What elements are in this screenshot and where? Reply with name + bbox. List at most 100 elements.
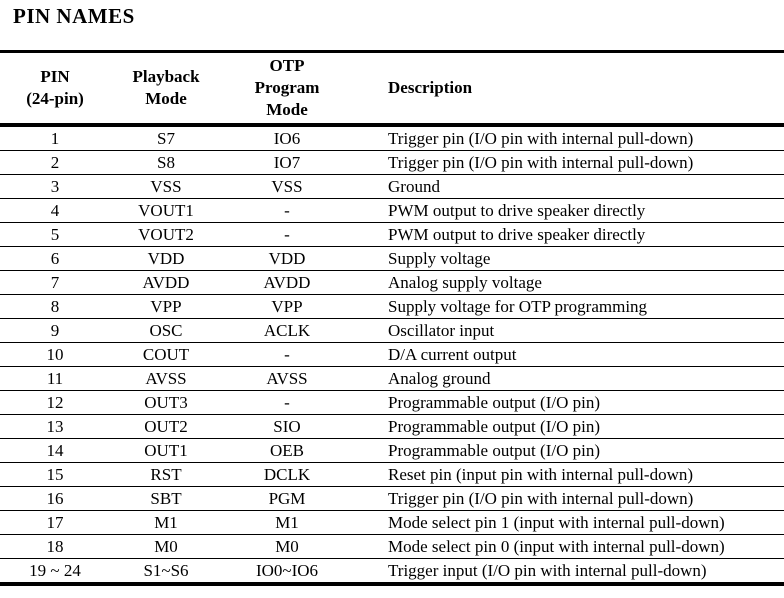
cell-description: Supply voltage xyxy=(352,246,784,271)
cell-playback-mode: VDD xyxy=(110,246,222,271)
cell-pin-number: 19 ~ 24 xyxy=(0,558,110,584)
table-header: PIN (24-pin) Playback Mode OTP Program M… xyxy=(0,51,784,127)
cell-otp-program-mode: AVSS xyxy=(222,366,352,391)
pin-names-table: PIN (24-pin) Playback Mode OTP Program M… xyxy=(0,50,784,586)
cell-description: Ground xyxy=(352,174,784,199)
cell-playback-mode: S8 xyxy=(110,150,222,175)
table-row: 8 VPP VPP Supply voltage for OTP program… xyxy=(0,294,784,319)
table-row: 9 OSC ACLK Oscillator input xyxy=(0,318,784,343)
cell-otp-program-mode: VDD xyxy=(222,246,352,271)
table-row: 2 S8 IO7 Trigger pin (I/O pin with inter… xyxy=(0,150,784,175)
cell-playback-mode: VOUT1 xyxy=(110,198,222,223)
cell-description: Programmable output (I/O pin) xyxy=(352,438,784,463)
cell-otp-program-mode: VPP xyxy=(222,294,352,319)
header-row: PIN (24-pin) Playback Mode OTP Program M… xyxy=(0,51,784,127)
cell-playback-mode: S1~S6 xyxy=(110,558,222,584)
cell-pin-number: 1 xyxy=(50,129,60,148)
cell-pin-number: 4 xyxy=(0,198,110,223)
table-row: 11 AVSS AVSS Analog ground xyxy=(0,366,784,391)
cell-otp-program-mode: - xyxy=(222,198,352,223)
cell-description: Trigger pin (I/O pin with internal pull-… xyxy=(352,486,784,511)
cell-pin-number: 12 xyxy=(0,390,110,415)
cell-playback-mode: RST xyxy=(110,462,222,487)
page-title: PIN NAMES xyxy=(13,4,135,28)
cell-playback-mode: AVSS xyxy=(110,366,222,391)
cell-description: Mode select pin 1 (input with internal p… xyxy=(352,510,784,535)
col-header-pin: PIN (24-pin) xyxy=(0,51,110,127)
cell-pin-number: 14 xyxy=(0,438,110,463)
cell-description: PWM output to drive speaker directly xyxy=(352,198,784,223)
cell-playback-mode: OUT1 xyxy=(110,438,222,463)
table-row: 15 RST DCLK Reset pin (input pin with in… xyxy=(0,462,784,487)
cell-otp-program-mode: SIO xyxy=(222,414,352,439)
table-body: 1 S7 IO6 Trigger pin (I/O pin with inter… xyxy=(0,125,784,584)
cell-description: Analog supply voltage xyxy=(352,270,784,295)
cell-otp-program-mode: VSS xyxy=(222,174,352,199)
cell-otp-program-mode: PGM xyxy=(222,486,352,511)
cell-playback-mode: AVDD xyxy=(110,270,222,295)
table-row: 10 COUT - D/A current output xyxy=(0,342,784,367)
cell-pin-number: 7 xyxy=(0,270,110,295)
table-row: 14 OUT1 OEB Programmable output (I/O pin… xyxy=(0,438,784,463)
cell-playback-mode: S7 xyxy=(157,129,175,148)
cell-otp-program-mode: - xyxy=(222,390,352,415)
cell-description: Programmable output (I/O pin) xyxy=(352,414,784,439)
cell-otp-program-mode: IO7 xyxy=(222,150,352,175)
cell-otp-program-mode: M0 xyxy=(222,534,352,559)
table-row: 13 OUT2 SIO Programmable output (I/O pin… xyxy=(0,414,784,439)
table-row: 1 S7 IO6 Trigger pin (I/O pin with inter… xyxy=(0,125,784,151)
cell-pin-number: 11 xyxy=(0,366,110,391)
cell-pin-number: 9 xyxy=(0,318,110,343)
cell-playback-mode: VOUT2 xyxy=(110,222,222,247)
cell-pin-number: 5 xyxy=(0,222,110,247)
cell-pin-number: 2 xyxy=(0,150,110,175)
table-row: 3 VSS VSS Ground xyxy=(0,174,784,199)
table-row: 5 VOUT2 - PWM output to drive speaker di… xyxy=(0,222,784,247)
cell-playback-mode: OUT3 xyxy=(110,390,222,415)
cell-otp-program-mode: IO6 xyxy=(273,129,301,148)
table-row: 16 SBT PGM Trigger pin (I/O pin with int… xyxy=(0,486,784,511)
cell-otp-program-mode: - xyxy=(222,222,352,247)
cell-description: Programmable output (I/O pin) xyxy=(352,390,784,415)
col-header-playback-mode: Playback Mode xyxy=(110,51,222,127)
cell-pin-number: 18 xyxy=(0,534,110,559)
cell-playback-mode: VPP xyxy=(110,294,222,319)
cell-otp-program-mode: - xyxy=(222,342,352,367)
cell-otp-program-mode: M1 xyxy=(222,510,352,535)
cell-pin-number: 3 xyxy=(0,174,110,199)
cell-description: Supply voltage for OTP programming xyxy=(352,294,784,319)
cell-otp-program-mode: OEB xyxy=(222,438,352,463)
cell-pin-number: 17 xyxy=(0,510,110,535)
cell-playback-mode: OUT2 xyxy=(110,414,222,439)
cell-description: Oscillator input xyxy=(352,318,784,343)
cell-otp-program-mode: DCLK xyxy=(222,462,352,487)
cell-pin-number: 6 xyxy=(0,246,110,271)
cell-description: Analog ground xyxy=(352,366,784,391)
cell-pin-number: 16 xyxy=(0,486,110,511)
cell-playback-mode: M0 xyxy=(110,534,222,559)
cell-pin-number: 10 xyxy=(0,342,110,367)
cell-otp-program-mode: AVDD xyxy=(222,270,352,295)
col-header-description: Description xyxy=(352,51,784,127)
cell-description: Trigger input (I/O pin with internal pul… xyxy=(352,558,784,584)
cell-description: Trigger pin (I/O pin with internal pull-… xyxy=(352,150,784,175)
cell-playback-mode: M1 xyxy=(110,510,222,535)
table-row: 7 AVDD AVDD Analog supply voltage xyxy=(0,270,784,295)
table-row: 12 OUT3 - Programmable output (I/O pin) xyxy=(0,390,784,415)
cell-description: Reset pin (input pin with internal pull-… xyxy=(352,462,784,487)
table-row: 4 VOUT1 - PWM output to drive speaker di… xyxy=(0,198,784,223)
cell-pin-number: 13 xyxy=(0,414,110,439)
table-row: 18 M0 M0 Mode select pin 0 (input with i… xyxy=(0,534,784,559)
cell-description: PWM output to drive speaker directly xyxy=(352,222,784,247)
table-row: 6 VDD VDD Supply voltage xyxy=(0,246,784,271)
col-header-otp-program-mode: OTP Program Mode xyxy=(222,51,352,127)
cell-playback-mode: OSC xyxy=(110,318,222,343)
cell-otp-program-mode: IO0~IO6 xyxy=(222,558,352,584)
table-row: 19 ~ 24 S1~S6 IO0~IO6 Trigger input (I/O… xyxy=(0,558,784,584)
cell-description: Trigger pin (I/O pin with internal pull-… xyxy=(388,129,694,148)
cell-playback-mode: SBT xyxy=(110,486,222,511)
cell-otp-program-mode: ACLK xyxy=(222,318,352,343)
cell-playback-mode: COUT xyxy=(110,342,222,367)
cell-pin-number: 8 xyxy=(0,294,110,319)
